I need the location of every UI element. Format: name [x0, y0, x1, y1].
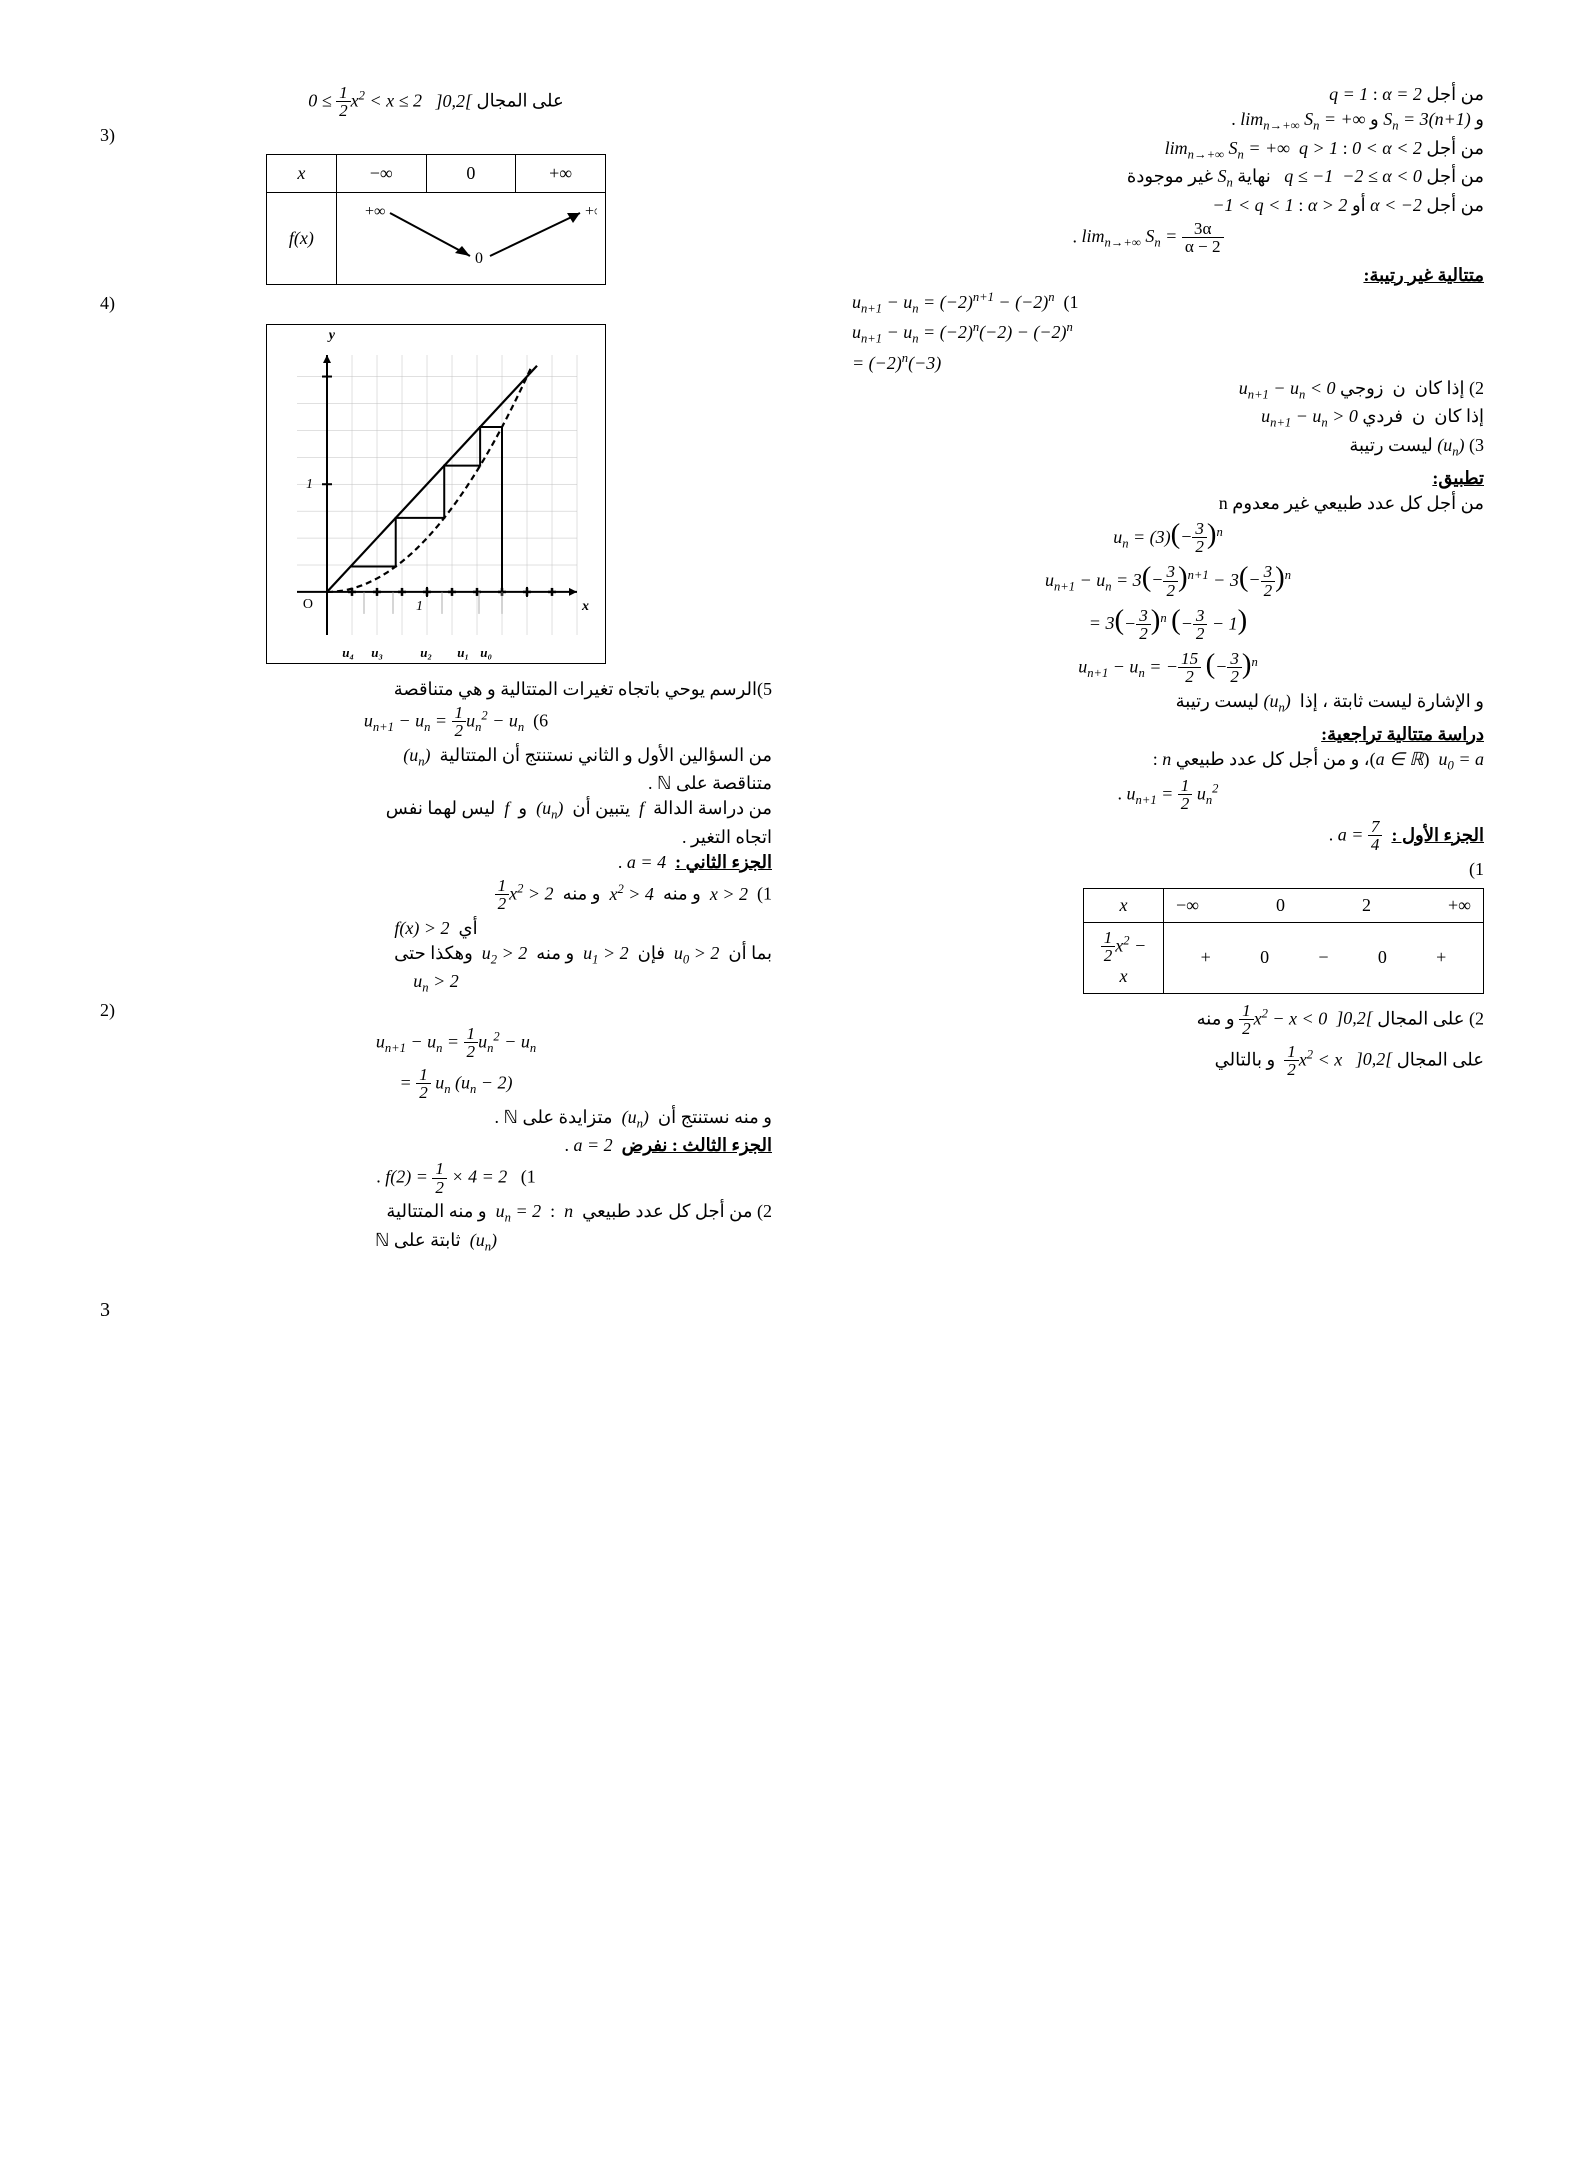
page: من أجل α = 2 : q = 1 و Sn = 3(n+1) و lim…	[100, 80, 1484, 1259]
svg-text:0: 0	[475, 250, 483, 267]
page-number: 3	[100, 1299, 1484, 1322]
svg-text:u₄: u₄	[342, 645, 354, 660]
text-line: un > 2	[100, 971, 772, 996]
text-line: و الإشارة ليست ثابتة ، إذا (un) ليست رتي…	[812, 691, 1484, 716]
part-heading: الجزء الأول : a = 74 .	[812, 818, 1484, 855]
label: 3)	[100, 125, 772, 146]
equation: un = (3)(−32)n	[852, 518, 1484, 557]
text-line: بما أن u0 > 2 فإن u1 > 2 و منه u2 > 2 وه…	[100, 943, 772, 968]
equation: . f(2) = 12 × 4 = 2 (1	[140, 1160, 772, 1197]
svg-text:O: O	[303, 597, 313, 612]
svg-text:y: y	[327, 328, 336, 343]
sign-table: x −∞02+∞ 12x2 − x +0−0+	[1083, 888, 1484, 994]
svg-text:u₁: u₁	[457, 645, 469, 660]
text-line: على المجال ]0,2[ 0 ≤ 12x2 < x ≤ 2	[100, 84, 772, 121]
text-line: متناقصة على ℕ .	[100, 773, 772, 794]
equation: un+1 − un = (−2)n(−2) − (−2)n	[852, 320, 1484, 347]
text-line: أي f(x) > 2	[100, 918, 772, 939]
text-line: من أجل α < −2 أو α > 2 : −1 < q < 1	[812, 195, 1484, 216]
text-line: 2) على المجال ]0,2[ 12x2 − x < 0 و منه	[812, 1002, 1484, 1039]
svg-text:1: 1	[416, 599, 423, 614]
svg-text:+∞: +∞	[365, 203, 385, 220]
text-line: u0 = a (a ∈ ℝ)، و من أجل كل عدد طبيعي n …	[812, 749, 1484, 774]
equation: = 12 un (un − 2)	[140, 1066, 772, 1103]
svg-text:+∞: +∞	[585, 203, 597, 220]
text-line: على المجال ]0,2[ 12x2 < x و بالتالي	[812, 1043, 1484, 1080]
svg-text:u₃: u₃	[371, 645, 383, 660]
label: 2)	[100, 1000, 772, 1021]
svg-text:1: 1	[306, 477, 313, 492]
text-line: 1) x > 2 و منه x2 > 4 و منه 12x2 > 2	[100, 877, 772, 914]
heading-non-monotone: متتالية غير رتيبة:	[812, 265, 1484, 286]
text-line: (un) ثابتة على ℕ	[100, 1230, 772, 1255]
equation: = (−2)n(−3)	[852, 351, 1484, 374]
text-line: اتجاه التغير .	[100, 827, 772, 848]
equation: un+1 − un = 3(−32)n+1 − 3(−32)n	[852, 561, 1484, 600]
equation: un+1 − un = (−2)n+1 − (−2)n (1	[852, 290, 1484, 317]
chart-svg: 1 1 Ox y u₄ u₃ u₂ u₁ u₀	[266, 324, 606, 664]
equation: un+1 − un = 12un2 − un (6	[140, 704, 772, 741]
svg-text:x: x	[581, 599, 589, 614]
text-line: إذا كان ن فردي un+1 − un > 0	[812, 406, 1484, 431]
variation-table: x −∞ 0 +∞ f(x) +∞ +∞ 0	[266, 154, 606, 285]
text-line: و منه نستنتج أن (un) متزايدة على ℕ .	[100, 1107, 772, 1132]
text-line: من دراسة الدالة f يتبين أن (un) و f ليس …	[100, 798, 772, 823]
svg-text:u₂: u₂	[420, 645, 432, 660]
text-line: 5)الرسم يوحي باتجاه تغيرات المتتالية و ه…	[100, 679, 772, 700]
variation-arrows: +∞ +∞ 0	[345, 201, 597, 271]
text-line: من أجل 0 < α < 2 : q > 1 limn→+∞ Sn = +∞	[812, 138, 1484, 163]
text-line: من أجل كل عدد طبيعي غير معدوم n	[812, 493, 1484, 514]
text-line: من أجل −2 ≤ α < 0 q ≤ −1 نهاية Sn غير مو…	[812, 166, 1484, 191]
part-heading: الجزء الثاني : a = 4 .	[100, 852, 772, 873]
text-line: 2) إذا كان ن زوجي un+1 − un < 0	[812, 378, 1484, 403]
equation: . un+1 = 12 un2	[852, 777, 1484, 814]
equation: = 3(−32)n (−32 − 1)	[852, 604, 1484, 643]
equation: un+1 − un = 12un2 − un	[140, 1025, 772, 1062]
right-column: من أجل α = 2 : q = 1 و Sn = 3(n+1) و lim…	[812, 80, 1484, 1259]
limit-equation: . limn→+∞ Sn = 3αα − 2	[812, 220, 1484, 257]
heading-application: تطبيق:	[812, 468, 1484, 489]
text-line: و Sn = 3(n+1) و limn→+∞ Sn = +∞ .	[812, 109, 1484, 134]
equation: un+1 − un = −152 (−32)n	[852, 648, 1484, 687]
text-line: من السؤالين الأول و الثاني نستنتج أن الم…	[100, 745, 772, 770]
left-column: على المجال ]0,2[ 0 ≤ 12x2 < x ≤ 2 3) x −…	[100, 80, 772, 1259]
label: 4)	[100, 293, 772, 314]
text-line: 2) من أجل كل عدد طبيعي n : un = 2 و منه …	[100, 1201, 772, 1226]
label: 1)	[812, 859, 1484, 880]
text-line: من أجل α = 2 : q = 1	[812, 84, 1484, 105]
heading-recursive: دراسة متتالية تراجعية:	[812, 724, 1484, 745]
part-heading: الجزء الثالث : نفرض a = 2 .	[100, 1135, 772, 1156]
svg-text:u₀: u₀	[480, 645, 492, 660]
text-line: 3) (un) ليست رتيبة	[812, 435, 1484, 460]
cobweb-chart: 1 1 Ox y u₄ u₃ u₂ u₁ u₀	[100, 324, 772, 669]
